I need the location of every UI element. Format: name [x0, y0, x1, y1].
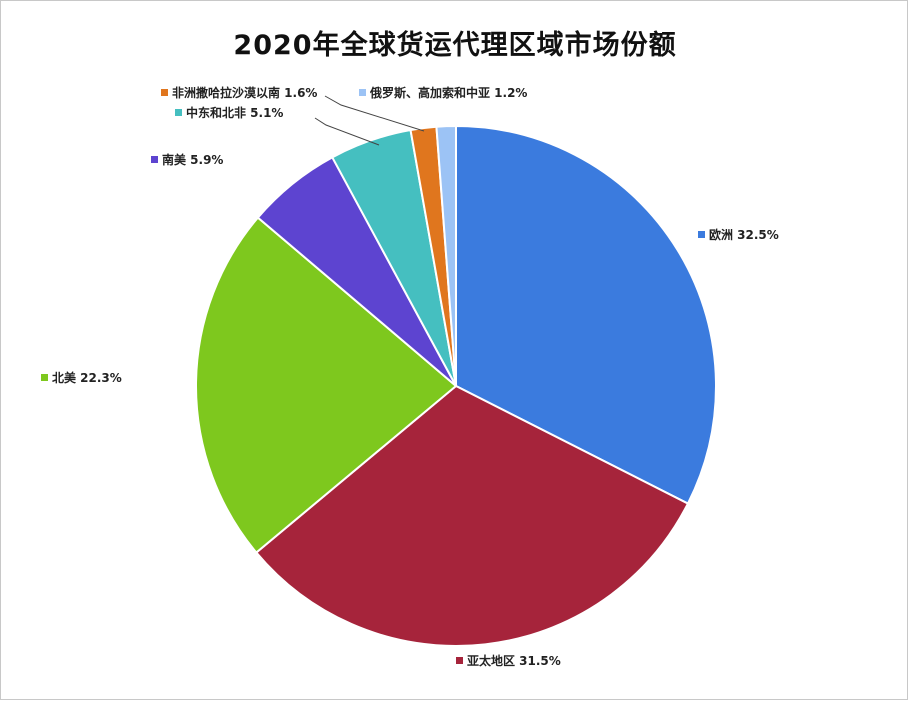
label-marker-4	[151, 156, 158, 163]
data-label-5: 中东和北非 5.1%	[186, 105, 283, 120]
chart-title: 2020年全球货运代理区域市场份额	[233, 30, 677, 61]
label-marker-5	[175, 109, 182, 116]
pie-slice-1	[455, 124, 717, 505]
data-label-1: 欧洲 32.5%	[709, 227, 779, 242]
label-marker-7	[359, 89, 366, 96]
pie-slices	[195, 124, 717, 647]
data-label-4: 南美 5.9%	[162, 152, 223, 167]
label-marker-6	[161, 89, 168, 96]
pie-slice-7	[435, 124, 457, 387]
label-marker-1	[698, 231, 705, 238]
data-label-7: 俄罗斯、高加索和中亚 1.2%	[369, 85, 527, 100]
leader-line-6	[324, 95, 425, 132]
leader-lines	[314, 95, 425, 146]
pie-slice-3	[195, 216, 458, 554]
data-labels: 欧洲 32.5% 亚太地区 31.5% 北美 22.3% 南美 5.9% 中东和北非 5…	[41, 85, 779, 668]
label-marker-2	[456, 657, 463, 664]
pie-slice-2	[254, 384, 690, 647]
data-label-3: 北美 22.3%	[52, 370, 122, 385]
data-label-6: 非洲撒哈拉沙漠以南 1.6%	[172, 85, 317, 100]
leader-line-5	[314, 117, 380, 146]
data-label-2: 亚太地区 31.5%	[467, 653, 561, 668]
label-marker-3	[41, 374, 48, 381]
